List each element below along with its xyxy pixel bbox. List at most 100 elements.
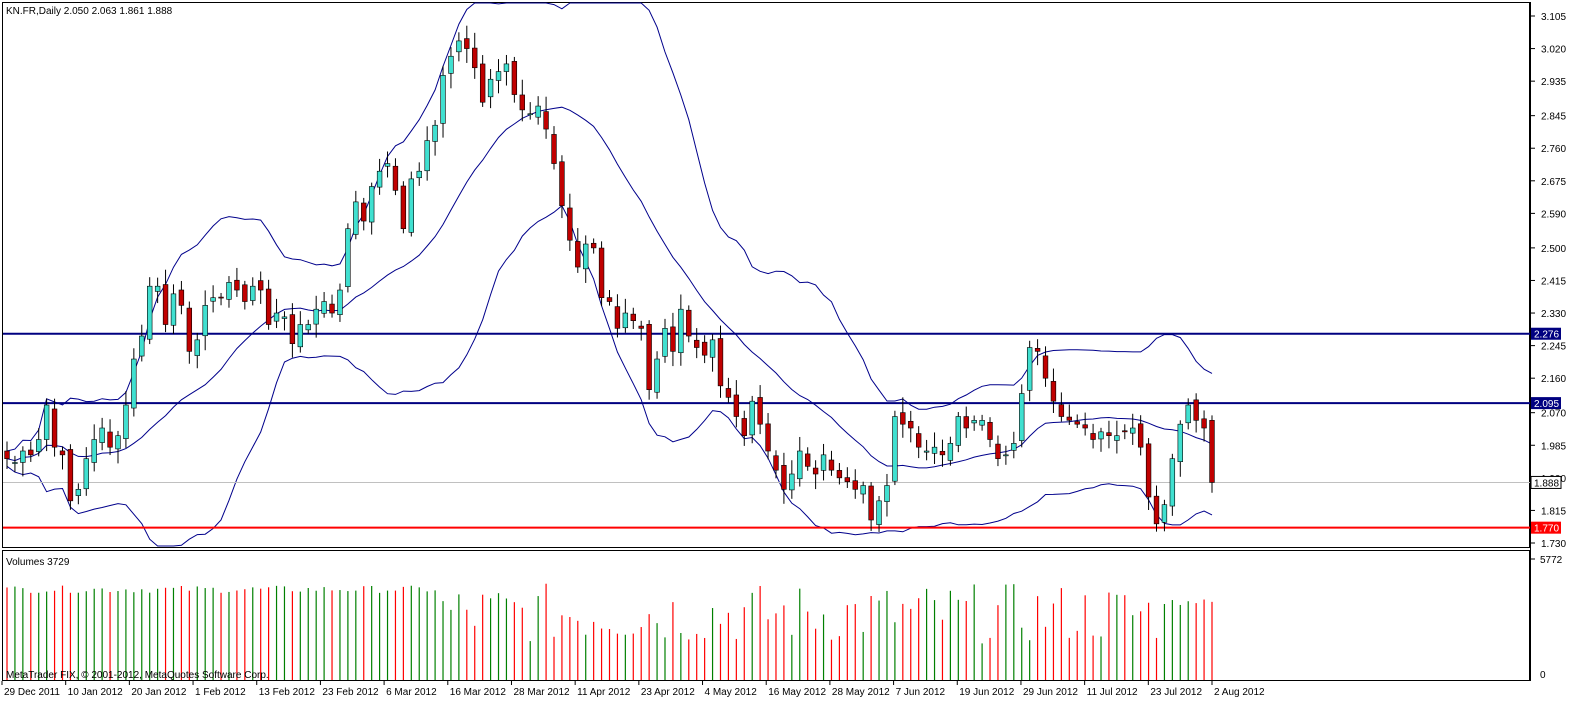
volume-min-label: 0	[1540, 670, 1546, 681]
candle	[400, 181, 407, 234]
candle	[1161, 499, 1168, 532]
candle	[1058, 392, 1065, 422]
candle-body	[361, 202, 367, 222]
horizontal-levels	[3, 332, 1530, 529]
candle-body	[947, 443, 954, 461]
candle	[781, 452, 787, 504]
candle-body	[1034, 348, 1041, 352]
candle	[828, 450, 835, 476]
candle	[797, 436, 803, 487]
candle	[1082, 412, 1088, 436]
candle-body	[638, 325, 644, 329]
candle	[432, 120, 438, 156]
candle-body	[131, 358, 137, 409]
level-tag-label: 2.095	[1534, 399, 1559, 410]
candle-body	[559, 161, 565, 207]
candle-body	[622, 312, 629, 329]
candle-body	[662, 328, 668, 357]
candle	[1209, 415, 1215, 493]
candle	[495, 59, 502, 94]
candle	[598, 241, 605, 307]
candle-body	[519, 94, 525, 111]
time-tick-label: 7 Jun 2012	[896, 687, 946, 698]
candle	[503, 54, 510, 86]
candle	[210, 285, 216, 313]
candle	[638, 320, 644, 341]
candle-body	[384, 163, 391, 167]
candle-body	[392, 165, 399, 191]
candle	[908, 410, 914, 443]
candle-body	[583, 243, 589, 270]
copyright-text: MetaTrader FIX, © 2001-2012, MetaQuotes …	[6, 670, 269, 681]
candle	[258, 271, 264, 304]
candle-body	[567, 207, 573, 241]
candle-body	[28, 449, 34, 456]
candle	[836, 462, 843, 485]
candle	[662, 318, 668, 363]
price-tick-label: 2.845	[1541, 112, 1566, 123]
price-tick-label: 3.020	[1541, 45, 1566, 56]
candle	[844, 467, 851, 488]
candle	[154, 277, 161, 304]
candle-body	[606, 297, 613, 302]
candle-body	[297, 324, 304, 348]
candle	[139, 324, 145, 362]
level-tag-1	[1531, 397, 1561, 410]
candle-body	[733, 394, 740, 417]
candle	[733, 380, 740, 428]
time-tick-label: 2 Aug 2012	[1214, 687, 1265, 698]
candle	[1090, 423, 1096, 449]
candle	[963, 406, 969, 438]
candle	[820, 443, 827, 481]
candle-body	[923, 450, 930, 453]
candle	[860, 481, 866, 504]
candle	[392, 158, 399, 196]
candle-body	[963, 416, 969, 429]
candle-body	[234, 279, 240, 291]
candle	[162, 269, 169, 333]
candle	[28, 441, 34, 462]
candle	[527, 102, 533, 120]
time-tick-label: 6 Mar 2012	[386, 687, 437, 698]
candle-body	[242, 284, 248, 302]
candle	[368, 182, 375, 235]
price-tick-label: 2.760	[1541, 144, 1566, 155]
candle-body	[83, 458, 89, 490]
candle-body	[694, 339, 700, 348]
candle	[131, 348, 137, 417]
candle-body	[416, 170, 422, 179]
candle-body	[1209, 420, 1215, 483]
candle-body	[884, 485, 890, 502]
candle-body	[289, 314, 296, 344]
candle-body	[107, 431, 113, 448]
chart-header: KN.FR,Daily 2.050 2.063 1.861 1.888	[6, 6, 173, 17]
time-tick-label: 29 Dec 2011	[4, 687, 60, 698]
candle	[1137, 415, 1144, 456]
candle	[123, 391, 129, 448]
candle	[812, 460, 819, 490]
candle-body	[590, 242, 597, 249]
level-tags: 2.276 2.095 1.770 1.888	[1530, 327, 1562, 535]
candle-body	[915, 433, 922, 448]
time-tick-label: 23 Jul 2012	[1150, 687, 1202, 698]
candle-body	[1050, 381, 1057, 402]
candle-body	[900, 412, 906, 425]
candle-body	[1003, 454, 1009, 457]
candle-body	[1114, 435, 1120, 441]
candle-body	[614, 306, 621, 329]
time-axis: 29 Dec 2011 10 Jan 2012 20 Jan 2012 1 Feb 2…	[1, 681, 1265, 698]
time-tick-label: 1 Feb 2012	[195, 687, 246, 698]
candle	[107, 419, 113, 456]
candle	[987, 417, 993, 448]
time-tick-label: 20 Jan 2012	[131, 687, 186, 698]
candle-body	[971, 420, 977, 424]
candle-body	[162, 284, 169, 325]
current-price-tag	[1530, 475, 1562, 489]
candle-body	[210, 297, 216, 302]
candle-body	[432, 124, 438, 142]
price-tick-label: 2.415	[1541, 276, 1566, 287]
candle-body	[1201, 418, 1207, 429]
volume-pane-frame	[2, 550, 1530, 681]
candle	[376, 158, 383, 195]
